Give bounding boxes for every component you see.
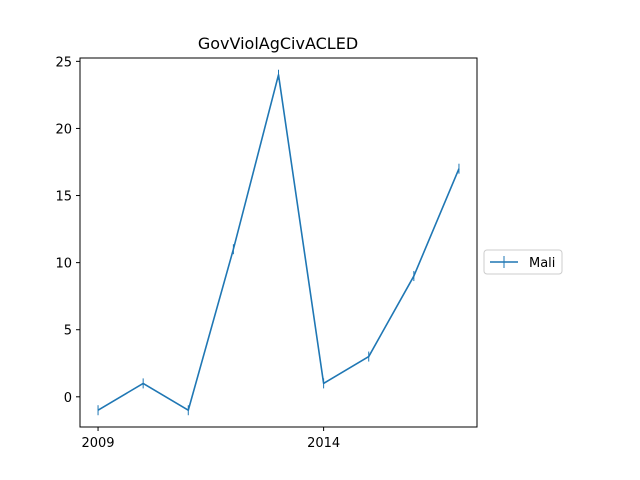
x-tick-label: 2014: [307, 436, 340, 451]
y-tick-label: 25: [55, 55, 72, 70]
y-tick-label: 15: [55, 190, 72, 205]
x-tick-label: 2009: [81, 436, 114, 451]
y-tick-label: 5: [64, 324, 72, 339]
chart-title: GovViolAgCivACLED: [198, 34, 358, 53]
y-axis: 0 5 10 15 20 25: [55, 55, 80, 406]
plot-area: [79, 57, 478, 428]
series-group: [97, 69, 460, 416]
legend: Mali: [483, 249, 563, 275]
y-tick-label: 10: [55, 257, 72, 272]
x-axis: 2009 2014: [81, 427, 340, 451]
y-tick-label: 20: [55, 122, 72, 137]
legend-label: Mali: [529, 256, 555, 271]
y-tick-label: 0: [64, 391, 72, 406]
